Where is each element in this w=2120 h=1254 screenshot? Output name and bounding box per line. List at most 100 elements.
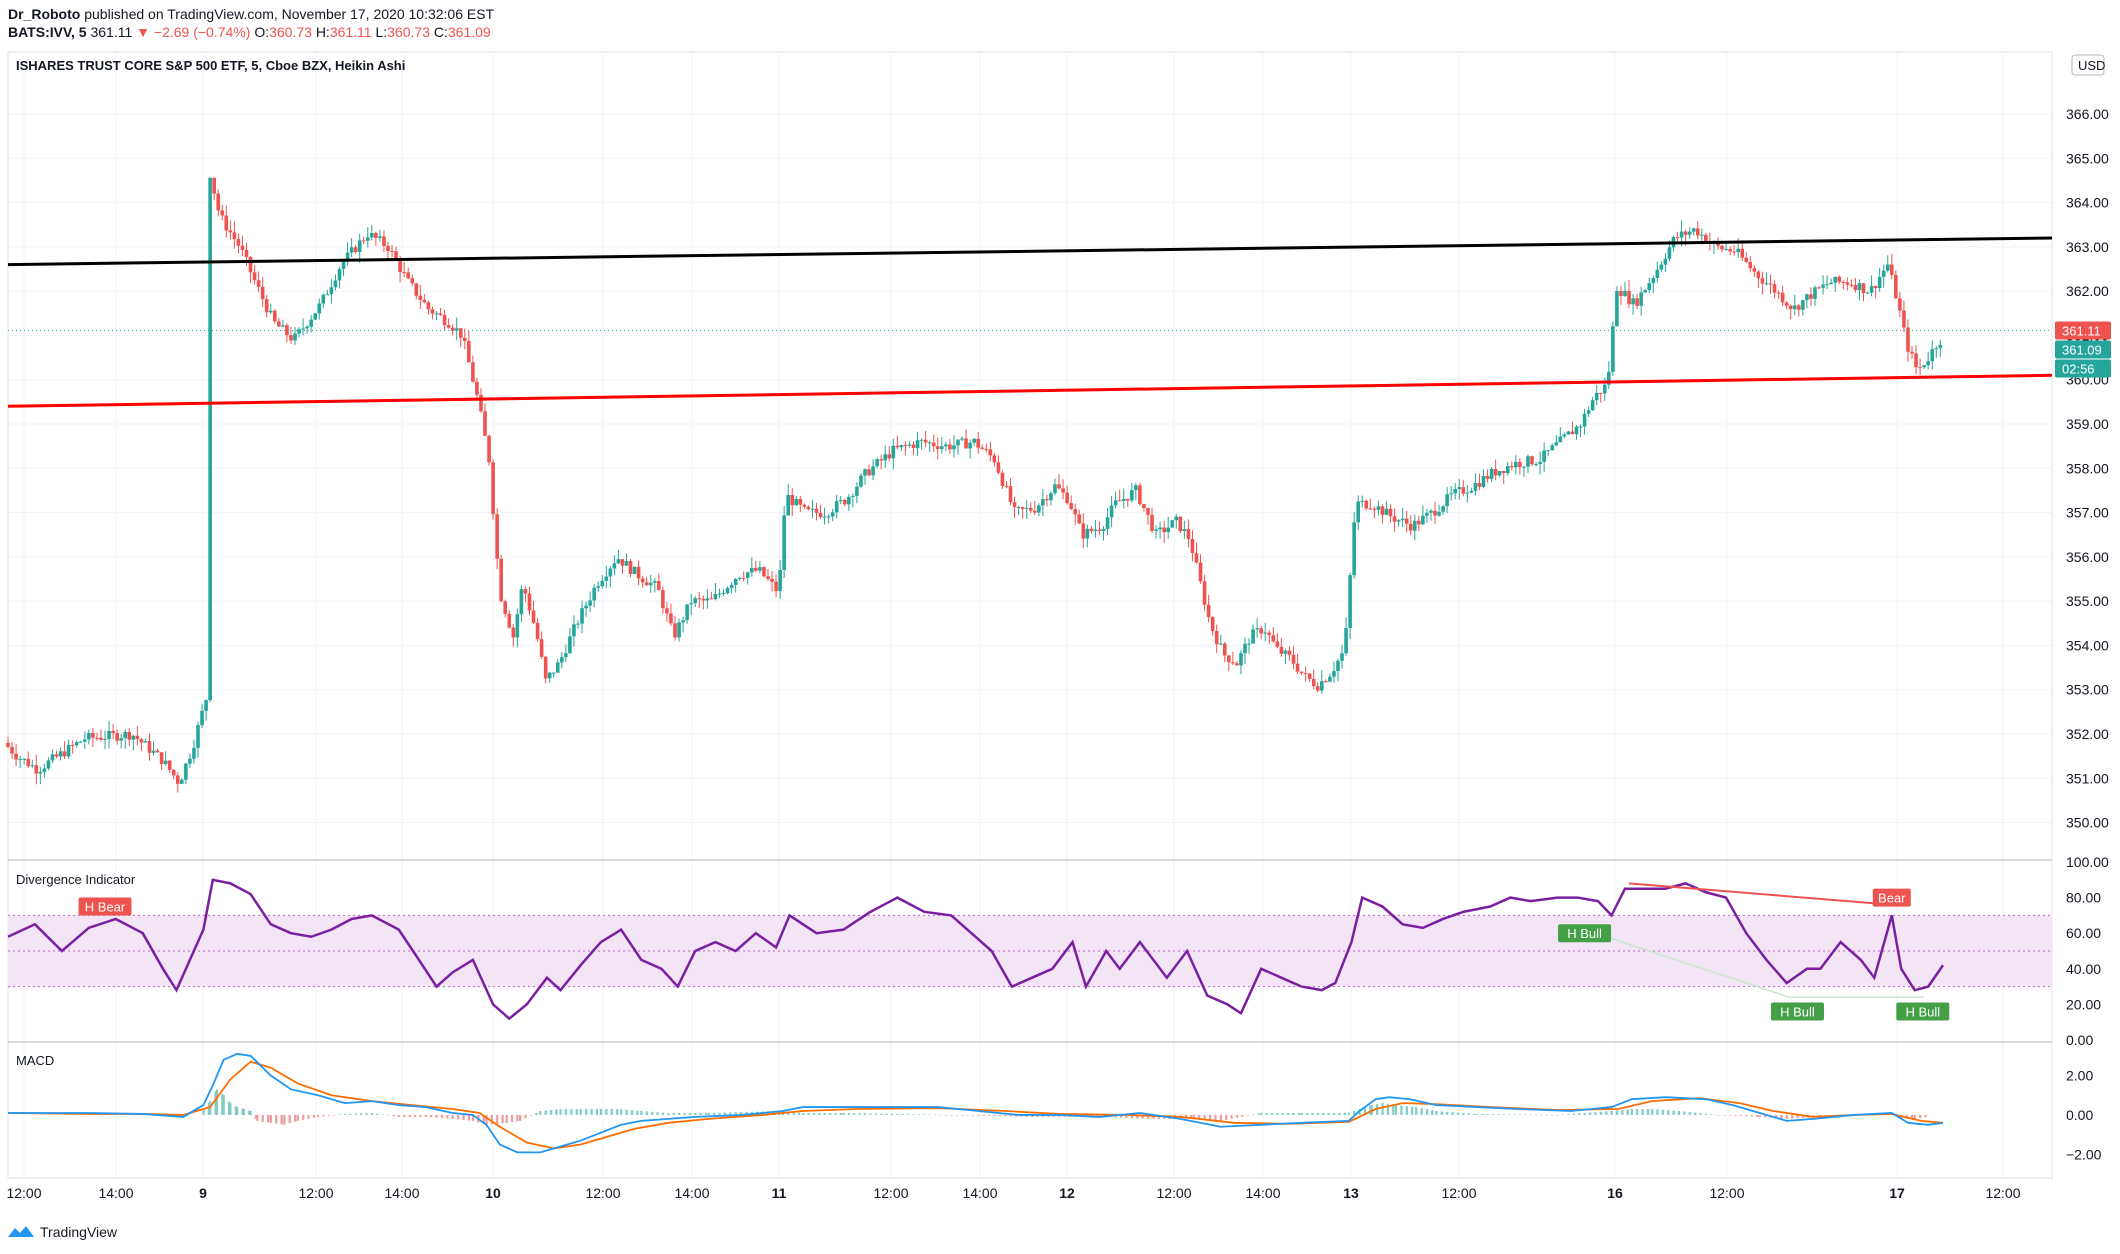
price-tick-label: 359.00 (2066, 416, 2109, 432)
candle-body (305, 326, 309, 329)
candle (345, 242, 350, 266)
candle-body (1857, 283, 1862, 291)
candle (321, 293, 326, 309)
candle (1154, 525, 1158, 539)
histogram-bar (1041, 1114, 1045, 1117)
candle-body (1138, 485, 1142, 505)
candle-body (968, 442, 972, 449)
candle (1073, 503, 1078, 525)
candle-body (588, 600, 592, 606)
close-label: C: (433, 24, 448, 40)
candle-body (879, 459, 883, 461)
candle (1457, 478, 1462, 500)
candle-body (1833, 276, 1838, 283)
candle (1429, 508, 1433, 521)
candle (167, 760, 172, 773)
candle-body (527, 593, 532, 611)
candle (475, 377, 479, 399)
candle-body (1020, 507, 1025, 509)
candle-body (240, 245, 245, 250)
candle-body (1675, 236, 1680, 238)
candle (1433, 501, 1437, 524)
candle (847, 493, 851, 511)
histogram-bar (1036, 1114, 1039, 1117)
histogram-bar (1219, 1114, 1222, 1121)
histogram-bar (501, 1114, 504, 1124)
histogram-bar (1756, 1114, 1759, 1117)
candle-body (1299, 671, 1304, 674)
candle-body (652, 581, 657, 583)
histogram-bar (718, 1112, 721, 1115)
candle-body (640, 578, 645, 583)
histogram-bar (1473, 1113, 1476, 1115)
candle (1061, 479, 1065, 500)
candle-body (1627, 290, 1631, 305)
histogram-bar (1774, 1114, 1778, 1119)
candle (1501, 470, 1506, 484)
candle-body (1550, 445, 1555, 451)
candle-body (1780, 292, 1785, 303)
candle-body (1809, 294, 1813, 299)
histogram-bar (734, 1112, 737, 1115)
candle (996, 455, 1001, 475)
oscillator-title: Divergence Indicator (16, 872, 136, 887)
histogram-bar (275, 1114, 278, 1124)
histogram-bar (834, 1112, 837, 1115)
candle-body (697, 598, 702, 600)
candle (770, 571, 774, 592)
candle (745, 571, 750, 585)
label-text: H Bear (85, 900, 126, 915)
label-box (1872, 888, 1911, 907)
histogram-bar (1435, 1111, 1438, 1115)
candle (1792, 294, 1797, 316)
histogram-bar (842, 1112, 845, 1115)
candle-body (1485, 475, 1490, 479)
histogram-bar (510, 1114, 514, 1123)
candle-body (1704, 234, 1708, 243)
candle (1659, 260, 1664, 272)
candle-body (394, 251, 398, 260)
candle-body (1748, 262, 1753, 269)
candle-body (891, 445, 896, 459)
candle (1675, 232, 1680, 242)
candle-body (887, 454, 892, 459)
candle (26, 751, 31, 768)
brand-name: TradingView (40, 1224, 118, 1240)
candle (1081, 513, 1086, 549)
author-name[interactable]: Dr_Roboto (8, 6, 81, 22)
candle-body (826, 516, 831, 518)
candle-body (1061, 488, 1065, 493)
candle (1417, 515, 1421, 532)
candle-body (1764, 283, 1769, 285)
candle-body (1534, 463, 1538, 465)
macd-tick-label: 2.00 (2066, 1068, 2093, 1084)
histogram-bar (1305, 1112, 1309, 1115)
candle-body (648, 582, 653, 586)
footer-brand[interactable]: TradingView (8, 1224, 117, 1240)
candle (863, 468, 867, 485)
candle-body (256, 280, 261, 287)
candle (1400, 507, 1405, 527)
candle-body (1065, 492, 1069, 504)
candle-body (1611, 326, 1615, 372)
candle (1412, 514, 1417, 541)
candle (62, 741, 67, 760)
candle (1085, 524, 1090, 548)
candle-body (1210, 617, 1215, 631)
candle (931, 434, 936, 453)
candle-body (1032, 510, 1037, 513)
candle (689, 594, 693, 616)
candle (180, 777, 184, 784)
candle (762, 566, 766, 578)
candle-body (345, 252, 350, 262)
candle (1894, 270, 1898, 300)
low-label: L: (375, 24, 388, 40)
candle-body (301, 328, 305, 330)
histogram-bar (745, 1111, 748, 1115)
candle (426, 300, 431, 315)
histogram-bar (1392, 1104, 1395, 1115)
candle (1469, 487, 1474, 494)
candle (434, 311, 439, 321)
candle-body (1607, 371, 1611, 385)
